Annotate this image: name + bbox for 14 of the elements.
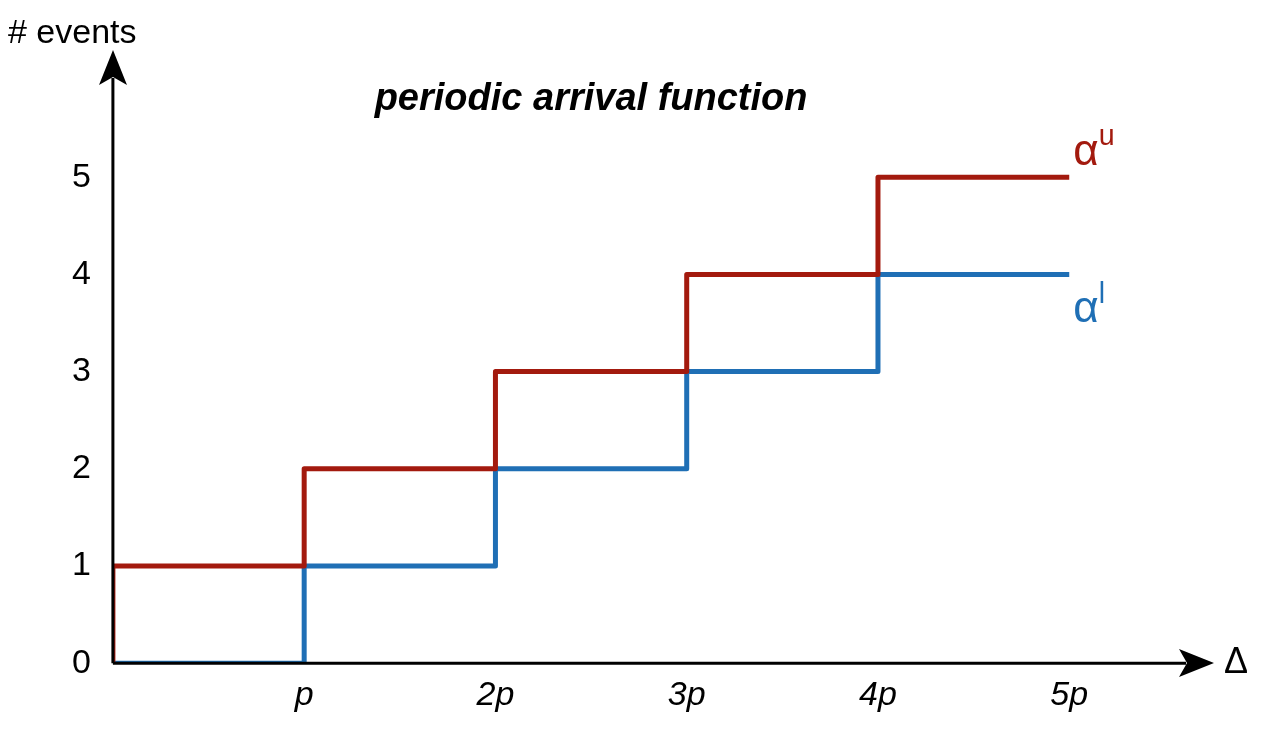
y-tick-label: 4 xyxy=(71,252,91,291)
y-tick-label: 5 xyxy=(71,155,91,194)
y-tick-label: 1 xyxy=(71,544,91,583)
x-tick-label: 3p xyxy=(667,674,706,713)
y-tick-label: 2 xyxy=(71,447,91,486)
x-tick-label: 4p xyxy=(859,674,897,713)
x-tick-label: 5p xyxy=(1050,674,1089,713)
y-tick-label: 3 xyxy=(71,349,91,388)
x-tick-label: p xyxy=(293,674,314,713)
y-tick-label: 0 xyxy=(71,641,91,680)
x-tick-label: 2p xyxy=(475,674,515,713)
x-axis-title: Δ xyxy=(1224,640,1249,682)
chart-title: periodic arrival function xyxy=(373,76,808,119)
y-axis-title: # events xyxy=(8,12,137,51)
